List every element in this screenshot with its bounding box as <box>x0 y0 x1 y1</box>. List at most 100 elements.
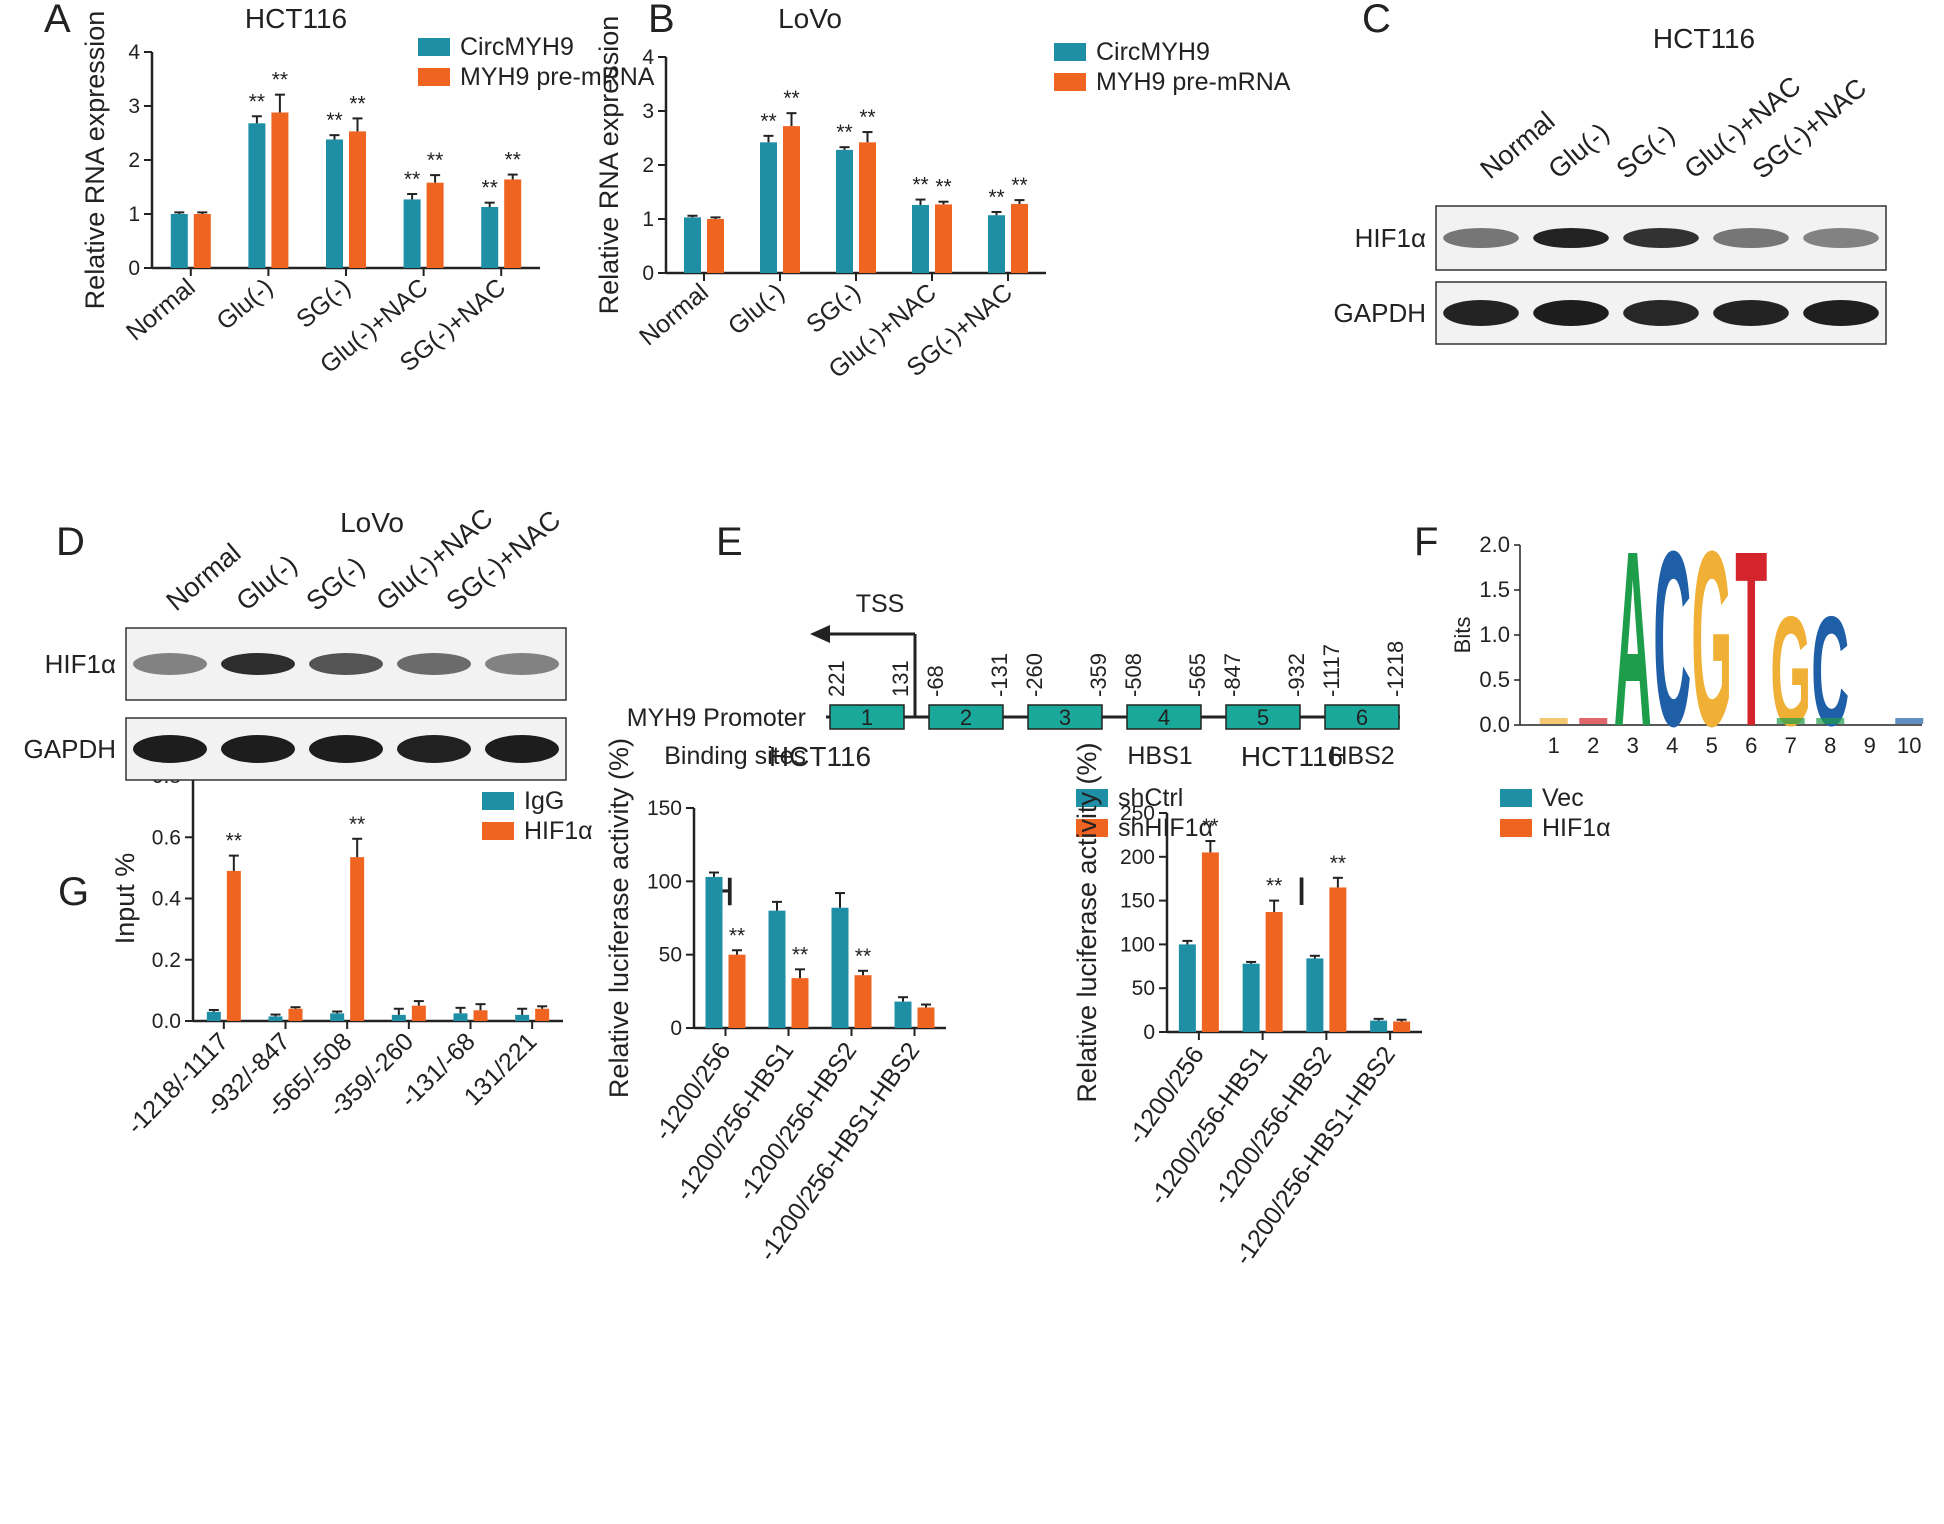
bar-shhif1- <box>854 975 872 1028</box>
significance-stars: ** <box>935 176 951 199</box>
bar-vec <box>1178 944 1196 1032</box>
coordinate-label: -508 <box>1121 653 1146 697</box>
blot-band <box>221 735 295 763</box>
significance-stars: ** <box>760 110 776 133</box>
coordinate-label: 131 <box>888 660 913 697</box>
logo-y-label: Bits <box>1450 617 1475 654</box>
bar-circmyh9 <box>988 215 1005 273</box>
binding-site-box <box>1324 704 1400 730</box>
logo-letter: T <box>1735 499 1767 779</box>
logo-letter: C <box>1811 583 1849 759</box>
y-axis-label: Relative RNA expression <box>594 16 624 315</box>
bar-shctrl <box>705 876 723 1028</box>
bar-hif1- <box>1393 1021 1411 1032</box>
promoter-diagram: MYH9 Promoter Binding sites 1 221 131 2 -68 -13… <box>627 590 1408 770</box>
logo-position-label: 4 <box>1666 733 1678 758</box>
logo-position-label: 7 <box>1785 733 1797 758</box>
legend-label: CircMYH9 <box>460 33 574 61</box>
bar-hif1- <box>288 1008 303 1021</box>
x-category-label: -1218/-1117 <box>122 1027 235 1140</box>
bar-circmyh9 <box>403 199 421 268</box>
bar-hif1- <box>226 870 241 1021</box>
bar-hif1- <box>1201 852 1219 1032</box>
legend-label: MYH9 pre-mRNA <box>460 63 655 91</box>
bar-circmyh9 <box>170 214 188 268</box>
logo-y-tick-label: 0.0 <box>1479 712 1510 737</box>
bar-igg <box>206 1011 221 1021</box>
bar-myh9-pre-mrna <box>349 131 366 268</box>
bar-igg <box>330 1013 345 1021</box>
logo-minor-residue <box>1539 718 1568 724</box>
legend-label: shHIF1α <box>1118 814 1213 842</box>
blot-band <box>1803 228 1879 248</box>
logo-position-label: 10 <box>1897 733 1921 758</box>
blot-band <box>133 653 207 675</box>
logo-position-label: 3 <box>1627 733 1639 758</box>
legend-swatch <box>1054 43 1086 61</box>
blot-band <box>1443 228 1519 248</box>
blot-band <box>1803 300 1879 326</box>
legend-label: HIF1α <box>1542 814 1611 842</box>
panel-label-i: I <box>1296 870 1307 914</box>
western-blot-c: HCT116NormalGlu(-)SG(-)Glu(-)+NACSG(-)+N… <box>1334 23 1887 345</box>
x-category-label: -1200/256-HBS1 <box>1144 1041 1274 1210</box>
bar-hif1- <box>1329 887 1347 1032</box>
blot-band <box>133 735 207 763</box>
x-category-label: Normal <box>634 278 714 351</box>
chart-title: HCT116 <box>769 741 871 772</box>
blot-title: LoVo <box>340 507 404 538</box>
significance-stars: ** <box>1330 852 1346 875</box>
bar-hif1- <box>473 1010 488 1021</box>
binding-site-number: 4 <box>1158 705 1170 730</box>
y-tick-label: 250 <box>1120 802 1155 825</box>
blot-band <box>485 735 559 763</box>
significance-stars: ** <box>427 149 443 172</box>
legend-swatch <box>482 792 514 810</box>
blot-lane-label: Normal <box>1475 106 1561 185</box>
binding-site-box <box>829 704 905 730</box>
blot-band <box>1623 228 1699 248</box>
coordinate-label: -260 <box>1022 653 1047 697</box>
legend-label: CircMYH9 <box>1096 38 1210 66</box>
coordinate-label: -1117 <box>1319 644 1344 697</box>
significance-stars: ** <box>505 149 521 172</box>
significance-stars: ** <box>404 168 420 191</box>
y-tick-label: 100 <box>1120 933 1155 956</box>
chart-b: LoVo 0 1 2 3 4 Relative RNA expression Normal Gl… <box>594 3 1291 384</box>
promoter-label: MYH9 Promoter <box>627 704 806 732</box>
chart-title: LoVo <box>778 3 842 34</box>
significance-stars: ** <box>792 943 808 966</box>
logo-y-tick-label: 2.0 <box>1479 532 1510 557</box>
bar-igg <box>515 1014 530 1021</box>
blot-band <box>397 735 471 763</box>
y-tick-label: 4 <box>128 41 140 64</box>
y-axis-label: Relative luciferase activity (%) <box>604 738 634 1098</box>
tss-arrowhead <box>810 625 830 643</box>
blot-lane-label: SG(-) <box>1611 119 1681 184</box>
coordinate-label: -68 <box>923 665 948 697</box>
significance-stars: ** <box>1266 875 1282 898</box>
bar-myh9-pre-mrna <box>504 179 522 268</box>
legend-label: Vec <box>1542 784 1584 812</box>
logo-minor-residue <box>1776 718 1805 724</box>
logo-y-tick-label: 0.5 <box>1479 667 1510 692</box>
logo-minor-residue <box>1816 718 1845 724</box>
significance-stars: ** <box>1202 815 1218 838</box>
y-tick-label: 0 <box>1143 1021 1155 1044</box>
bar-myh9-pre-mrna <box>707 219 724 273</box>
binding-site-number: 5 <box>1257 705 1269 730</box>
blot-band <box>397 653 471 675</box>
bar-vec <box>1306 958 1324 1032</box>
logo-letter: A <box>1614 499 1652 779</box>
significance-stars: ** <box>1011 174 1027 197</box>
bar-vec <box>1242 963 1260 1032</box>
blot-band <box>1533 300 1609 326</box>
panel-label-g: G <box>58 870 89 914</box>
y-tick-label: 0.2 <box>152 949 181 972</box>
significance-stars: ** <box>249 90 265 113</box>
coordinate-label: -565 <box>1185 653 1210 697</box>
significance-stars: ** <box>783 87 799 110</box>
y-tick-label: 1 <box>128 203 140 226</box>
logo-position-label: 9 <box>1864 733 1876 758</box>
